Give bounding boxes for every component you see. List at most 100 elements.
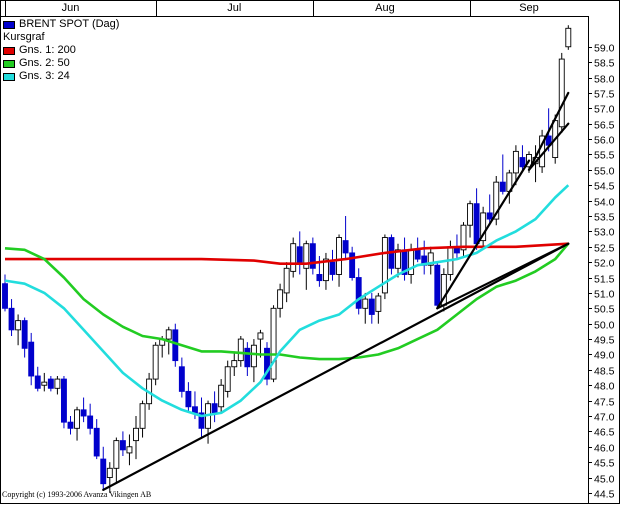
legend-swatch-ma200 xyxy=(3,46,15,55)
candle-body xyxy=(34,375,41,389)
candle-body xyxy=(133,427,139,442)
trend-line xyxy=(436,159,531,310)
candle-body xyxy=(565,27,572,48)
candle-body xyxy=(152,344,159,380)
x-tick-label: Jun xyxy=(62,2,80,14)
candle-body xyxy=(408,249,415,275)
candle-body xyxy=(486,212,493,220)
y-tick-label: 55.0 xyxy=(594,166,615,178)
candle-body xyxy=(480,212,487,242)
legend-item-kursgraf: Kursgraf xyxy=(3,31,119,44)
candle-body xyxy=(264,347,270,380)
trend-line xyxy=(527,122,570,171)
candle-body xyxy=(67,421,74,429)
candle-body xyxy=(290,243,297,272)
y-tick-label: 49.0 xyxy=(594,350,615,362)
x-tick-label: Sep xyxy=(519,2,539,14)
y-tick-label: 52.5 xyxy=(594,243,615,255)
moving-average-line xyxy=(5,242,569,265)
y-tick-label: 58.0 xyxy=(594,74,615,86)
legend-swatch-series xyxy=(3,20,15,29)
candle-body xyxy=(257,332,264,340)
candle-body xyxy=(237,338,244,362)
candle-body xyxy=(493,181,500,220)
candle-body xyxy=(15,320,22,331)
trend-line xyxy=(436,242,570,310)
y-tick-label: 51.5 xyxy=(594,274,615,286)
candle-body xyxy=(250,344,257,368)
y-tick-label: 44.5 xyxy=(594,489,615,501)
legend-label-kursgraf: Kursgraf xyxy=(3,31,45,43)
candle-body xyxy=(244,347,251,368)
y-tick-label: 56.5 xyxy=(594,120,615,132)
candle-body xyxy=(28,341,35,377)
y-tick-label: 51.0 xyxy=(594,289,615,301)
y-tick-label: 57.0 xyxy=(594,104,615,116)
candle-body xyxy=(375,295,382,312)
candle-body xyxy=(460,224,467,251)
candle-body xyxy=(329,261,336,275)
candle-body xyxy=(21,320,28,349)
y-tick-label: 53.0 xyxy=(594,227,615,239)
candle-body xyxy=(211,403,218,414)
candle-body xyxy=(283,267,290,294)
y-tick-label: 47.0 xyxy=(594,412,615,424)
candle-body xyxy=(113,440,120,469)
candle-body xyxy=(342,240,349,254)
candle-body xyxy=(93,427,100,457)
y-tick-label: 46.0 xyxy=(594,443,615,455)
y-tick-label: 47.5 xyxy=(594,397,615,409)
candle-body xyxy=(61,378,67,423)
candle-body xyxy=(80,409,87,417)
trend-line xyxy=(527,91,570,171)
candle-body xyxy=(47,378,54,389)
x-tick-label: Jul xyxy=(227,2,241,14)
y-tick-label: 45.0 xyxy=(594,474,615,486)
candle-body xyxy=(316,274,323,282)
candle-body xyxy=(499,181,506,192)
y-tick-label: 50.0 xyxy=(594,320,615,332)
candle-body xyxy=(349,252,356,278)
candle-body xyxy=(165,329,172,340)
y-tick-label: 54.5 xyxy=(594,181,615,193)
candle-body xyxy=(8,307,15,331)
y-tick-label: 52.0 xyxy=(594,258,615,270)
candle-body xyxy=(368,298,375,315)
candle-body xyxy=(467,203,473,226)
moving-average-line xyxy=(4,242,570,361)
candle-body xyxy=(519,157,526,168)
candle-body xyxy=(139,403,146,429)
candle-body xyxy=(473,203,480,245)
candle-body xyxy=(323,258,329,282)
y-tick-label: 54.0 xyxy=(594,197,615,209)
candle-body xyxy=(270,307,277,380)
y-tick-label: 48.0 xyxy=(594,381,615,393)
legend-label-ma24: Gns. 3: 24 xyxy=(19,70,70,82)
candle-body xyxy=(106,467,113,478)
candle-body xyxy=(87,415,94,429)
candle-body xyxy=(218,384,225,408)
candle-body xyxy=(309,243,316,269)
candle-body xyxy=(362,298,369,309)
candle-body xyxy=(41,381,48,386)
candle-body xyxy=(126,446,133,454)
legend-label-ma50: Gns. 2: 50 xyxy=(19,57,70,69)
y-tick-label: 58.5 xyxy=(594,58,615,70)
candle-body xyxy=(74,409,81,429)
candle-body xyxy=(191,406,198,414)
y-tick-label: 59.0 xyxy=(594,43,615,55)
candle-body xyxy=(119,440,126,451)
candle-body xyxy=(2,283,8,309)
legend-item-ma24: Gns. 3: 24 xyxy=(3,70,119,83)
candle-body xyxy=(336,237,342,275)
candle-body xyxy=(427,252,434,266)
candle-body xyxy=(185,390,192,408)
candle-body xyxy=(395,249,401,269)
candle-body xyxy=(54,378,61,389)
legend-item-series: BRENT SPOT (Dag) xyxy=(3,18,119,31)
trend-line xyxy=(102,242,570,491)
candle-body xyxy=(198,412,205,429)
candle-body xyxy=(303,243,310,269)
candle-body xyxy=(414,249,421,260)
